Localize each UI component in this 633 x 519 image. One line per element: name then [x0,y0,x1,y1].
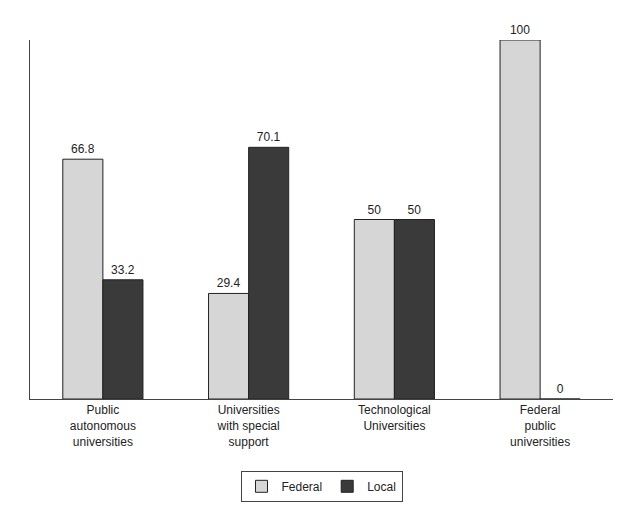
svg-text:70.1: 70.1 [257,130,281,144]
svg-text:0: 0 [557,382,564,396]
svg-text:Federalpublicuniversities: Federalpublicuniversities [510,403,570,448]
svg-text:66.8: 66.8 [71,142,95,156]
svg-text:50: 50 [408,203,422,217]
svg-text:50: 50 [367,203,381,217]
svg-text:Federal: Federal [282,480,323,494]
svg-text:100: 100 [510,23,530,37]
svg-text:Publicautonomousuniversities: Publicautonomousuniversities [70,403,136,448]
svg-text:33.2: 33.2 [111,263,135,277]
svg-text:TechnologicalUniversities: TechnologicalUniversities [358,403,431,433]
svg-text:Local: Local [367,480,396,494]
svg-text:Universitieswith specialsuppor: Universitieswith specialsupport [217,403,280,448]
svg-text:29.4: 29.4 [217,276,241,290]
